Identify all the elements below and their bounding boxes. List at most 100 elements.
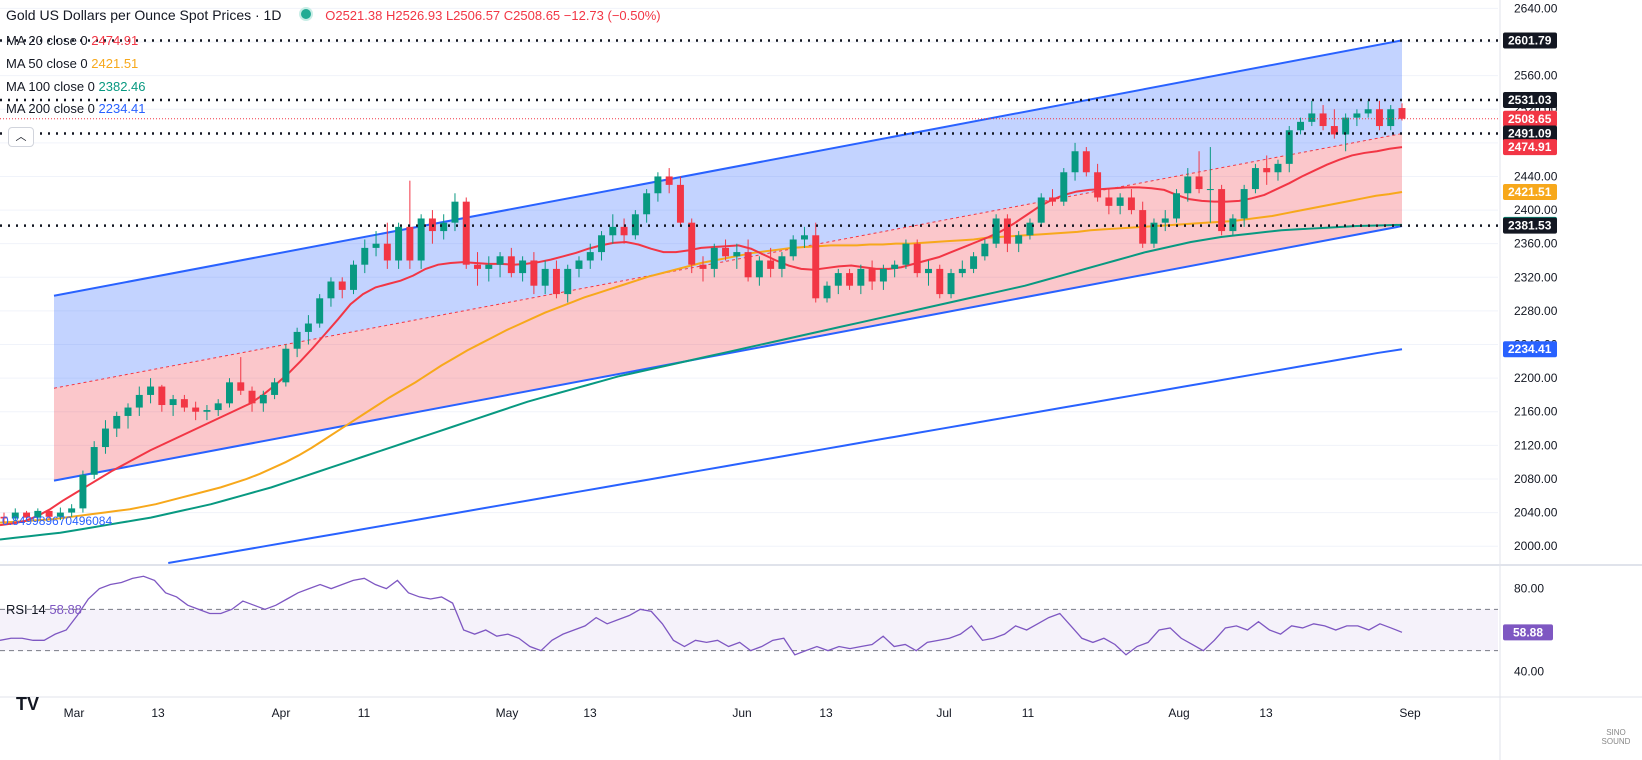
candle-body: [68, 508, 76, 513]
horizontal-levels: [0, 39, 1500, 227]
candle-body: [124, 407, 132, 416]
candle-body: [834, 273, 842, 286]
candle-body: [1308, 113, 1316, 122]
candle-body: [180, 399, 188, 408]
candle-body: [778, 256, 786, 269]
candle-body: [485, 264, 493, 269]
price-tick-label: 2560.00: [1514, 69, 1558, 83]
candle-body: [755, 260, 763, 278]
candle-body: [925, 268, 932, 274]
candle-body: [11, 512, 19, 519]
rsi-value-text: 58.88: [1513, 625, 1543, 639]
candle-body: [936, 268, 944, 295]
candle-body: [1319, 113, 1327, 127]
ma-legend-20[interactable]: MA 20 close 0 2474.91: [6, 33, 139, 48]
candle-body: [586, 252, 594, 261]
time-tick-label: 13: [819, 706, 833, 720]
candle-body: [90, 447, 98, 475]
candle-body: [631, 214, 639, 236]
candle-body: [56, 512, 64, 517]
rsi-tick-label: 80.00: [1514, 582, 1544, 596]
candle-body: [564, 268, 572, 295]
symbol-title[interactable]: Gold US Dollars per Ounce Spot Prices · …: [6, 7, 282, 23]
candle-body: [45, 510, 53, 517]
time-tick-label: Jul: [936, 706, 951, 720]
candle-body: [789, 239, 797, 257]
candle-body: [496, 256, 504, 265]
ma-legend-200[interactable]: MA 200 close 0 2234.41: [6, 101, 146, 116]
time-tick-label: Aug: [1168, 706, 1189, 720]
rsi-band: [0, 609, 1498, 651]
candle-body: [417, 218, 425, 261]
price-tick-label: 2080.00: [1514, 472, 1558, 486]
price-label-box: [1503, 217, 1557, 234]
rsi-legend[interactable]: RSI 14 58.88: [6, 602, 82, 617]
candle-body: [868, 268, 876, 282]
time-tick-label: 13: [151, 706, 165, 720]
candle-body: [237, 382, 245, 391]
candle-body: [1398, 108, 1406, 119]
candle-body: [1263, 168, 1271, 173]
candle-body: [169, 399, 177, 406]
price-label-box: [1503, 125, 1557, 142]
chart-header: Gold US Dollars per Ounce Spot Prices · …: [6, 7, 661, 23]
rsi-pane: 80.00 40.00 58.88: [0, 575, 1553, 678]
candle-body: [846, 273, 854, 286]
candle-body: [327, 281, 335, 299]
candle-body: [1387, 109, 1395, 127]
time-tick-label: 11: [1022, 706, 1035, 720]
candle-body: [259, 394, 267, 404]
time-tick-label: Mar: [64, 706, 85, 720]
rsi-line: [0, 575, 1403, 656]
candle-body: [609, 226, 617, 236]
candle-body: [23, 512, 31, 518]
candle-body: [1071, 151, 1079, 173]
ma100-line: [0, 223, 1403, 541]
time-tick-label: 11: [358, 706, 371, 720]
candle-body: [676, 184, 684, 223]
candle-body: [530, 260, 538, 286]
candle-body: [440, 222, 448, 232]
rsi-value-box: [1503, 624, 1553, 641]
candle-body: [1285, 130, 1293, 164]
price-tick-label: 2280.00: [1514, 304, 1558, 318]
ohlc-values: O2521.38 H2526.93 L2506.57 C2508.65 −12.…: [325, 8, 661, 23]
candle-body: [1026, 222, 1034, 236]
candle-body: [372, 243, 380, 248]
candle-body: [575, 260, 583, 269]
candle-body: [722, 247, 730, 257]
time-tick-label: Sep: [1399, 706, 1421, 720]
time-tick-label: May: [496, 706, 519, 720]
candle-body: [214, 403, 222, 411]
candle-body: [79, 474, 87, 509]
candle-body: [733, 252, 741, 257]
candle-body: [767, 260, 775, 269]
ma-legend-50[interactable]: MA 50 close 0 2421.51: [6, 56, 139, 71]
candle-body: [34, 510, 42, 518]
ma-legend-100[interactable]: MA 100 close 0 2382.46: [6, 79, 146, 94]
chevron-up-icon[interactable]: ︿: [8, 127, 34, 147]
price-tick-label: 2160.00: [1514, 405, 1558, 419]
channel-upper-fill: [54, 40, 1402, 389]
candle-body: [158, 386, 166, 406]
price-label-box: [1503, 110, 1557, 127]
candle-body: [226, 382, 233, 404]
candle-body: [1297, 121, 1305, 131]
price-tick-label: 2400.00: [1514, 203, 1558, 217]
tradingview-logo-icon[interactable]: TV: [16, 694, 40, 714]
candle-body: [271, 382, 279, 395]
ma20-line: [0, 146, 1403, 527]
candle-body: [1330, 126, 1338, 135]
candle-body: [1342, 117, 1350, 135]
candle-body: [800, 235, 808, 240]
candle-body: [507, 256, 515, 274]
candle-body: [1218, 189, 1226, 232]
candle-body: [519, 260, 527, 274]
candle-body: [1139, 210, 1147, 244]
channel-upper-line: [53, 39, 1403, 297]
candle-body: [0, 516, 8, 519]
candle-body: [947, 273, 955, 295]
